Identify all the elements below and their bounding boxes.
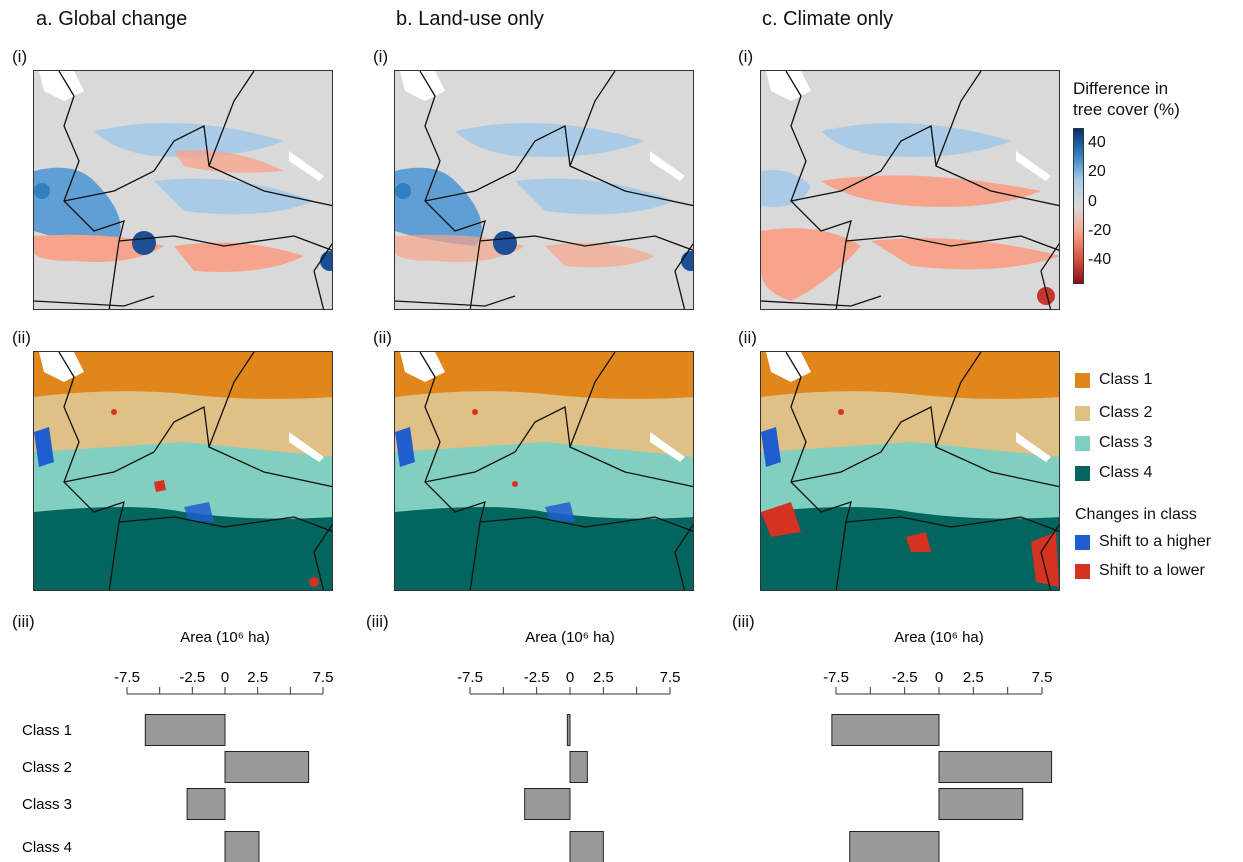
bar-class-3	[524, 788, 571, 820]
bar-tick-label: 2.5	[593, 669, 614, 686]
class-map-climate	[760, 351, 1060, 591]
bar-tick-label: 2.5	[963, 669, 984, 686]
bar-class-4	[224, 831, 260, 862]
legend-shift-lower: Shift to a lower	[1075, 562, 1205, 580]
legend-shift-higher: Shift to a higher	[1075, 533, 1211, 551]
bar-class-1	[566, 714, 571, 746]
legend-changes-title: Changes in class	[1075, 506, 1197, 523]
category-label: Class 2	[22, 759, 72, 776]
bar-class-1	[831, 714, 940, 746]
legend-label-shift-higher: Shift to a higher	[1099, 533, 1212, 550]
legend-label-class-4: Class 4	[1099, 464, 1153, 481]
bar-class-2	[224, 751, 310, 783]
bar-class-4	[849, 831, 940, 862]
colorbar-tick-20: 20	[1088, 163, 1106, 180]
bar-tick-label: 7.5	[1032, 669, 1053, 686]
bar-tick-label: 0	[935, 669, 943, 686]
bar-class-4	[569, 831, 604, 862]
legend-label-shift-lower: Shift to a lower	[1099, 562, 1205, 579]
tree-cover-legend-title: Difference in tree cover (%)	[1073, 78, 1180, 120]
legend-class-4: Class 4	[1075, 464, 1152, 482]
bar-tick-label: -7.5	[457, 669, 483, 686]
colorbar-tick-neg20: -20	[1088, 222, 1112, 239]
class-map-global	[33, 351, 333, 591]
bar-chart-climate: Area (10⁶ ha) -7.5 -2.5 0 2.5 7.5	[823, 629, 1053, 862]
bar-tick-label: 2.5	[247, 669, 268, 686]
column-title-c: c. Climate only	[762, 8, 894, 30]
bar-tick-label: 0	[221, 669, 229, 686]
tree-cover-colorbar	[1073, 128, 1084, 284]
bar-axis-title: Area (10⁶ ha)	[525, 629, 615, 646]
legend-label-class-2: Class 2	[1099, 404, 1153, 421]
bar-tick-label: -7.5	[823, 669, 849, 686]
bar-tick-label: 7.5	[660, 669, 681, 686]
legend-label-class-1: Class 1	[1099, 371, 1153, 388]
bar-tick-label: -2.5	[179, 669, 205, 686]
column-title-a: a. Global change	[36, 8, 188, 30]
legend-swatch-shift-higher	[1075, 534, 1090, 550]
tree-cover-map-global	[33, 70, 333, 310]
tree-cover-map-climate	[760, 70, 1060, 310]
bar-axis-title: Area (10⁶ ha)	[894, 629, 984, 646]
panel-tag-c-i: (i)	[738, 47, 754, 66]
category-label: Class 1	[22, 722, 72, 739]
legend-swatch-class-1	[1075, 372, 1090, 388]
panel-tag-c-ii: (ii)	[738, 328, 757, 347]
tree-cover-map-land-use	[394, 70, 694, 310]
panel-tag-c-iii: (iii)	[732, 612, 755, 631]
bar-class-3	[938, 788, 1024, 820]
bar-chart-land-use: Area (10⁶ ha) -7.5 -2.5 0 2.5 7.5	[457, 629, 681, 862]
bar-axis-title: Area (10⁶ ha)	[180, 629, 270, 646]
legend-class-2: Class 2	[1075, 404, 1152, 422]
bar-tick-label: -2.5	[892, 669, 918, 686]
bar-class-3	[186, 788, 226, 820]
bar-class-2	[569, 751, 588, 783]
legend-label-class-3: Class 3	[1099, 434, 1153, 451]
legend-swatch-shift-lower	[1075, 563, 1090, 579]
panel-tag-a-i: (i)	[12, 47, 28, 66]
bar-tick-label: -2.5	[524, 669, 550, 686]
legend-swatch-class-3	[1075, 435, 1090, 451]
bar-class-2	[938, 751, 1053, 783]
tree-cover-legend-title-line2: tree cover (%)	[1073, 100, 1180, 119]
bar-chart-global: Area (10⁶ ha) -7.5 -2.5 0 2.5 7.5 Class 1 Class…	[22, 629, 334, 862]
panel-tag-a-iii: (iii)	[12, 612, 35, 631]
legend-class-3: Class 3	[1075, 434, 1152, 452]
colorbar-tick-0: 0	[1088, 193, 1097, 210]
bar-tick-label: 7.5	[313, 669, 334, 686]
tree-cover-legend-title-line1: Difference in	[1073, 79, 1169, 98]
panel-tag-b-iii: (iii)	[366, 612, 389, 631]
colorbar-tick-40: 40	[1088, 134, 1106, 151]
panel-tag-b-i: (i)	[373, 47, 389, 66]
legend-class-1: Class 1	[1075, 371, 1152, 389]
colorbar-tick-neg40: -40	[1088, 251, 1112, 268]
bar-class-1	[144, 714, 226, 746]
class-map-land-use	[394, 351, 694, 591]
legend-swatch-class-2	[1075, 405, 1090, 421]
panel-tag-b-ii: (ii)	[373, 328, 392, 347]
bar-tick-label: -7.5	[114, 669, 140, 686]
column-title-b: b. Land-use only	[396, 8, 544, 30]
category-label: Class 3	[22, 796, 72, 813]
legend-swatch-class-4	[1075, 465, 1090, 481]
category-label: Class 4	[22, 839, 72, 856]
panel-tag-a-ii: (ii)	[12, 328, 31, 347]
bar-tick-label: 0	[566, 669, 574, 686]
